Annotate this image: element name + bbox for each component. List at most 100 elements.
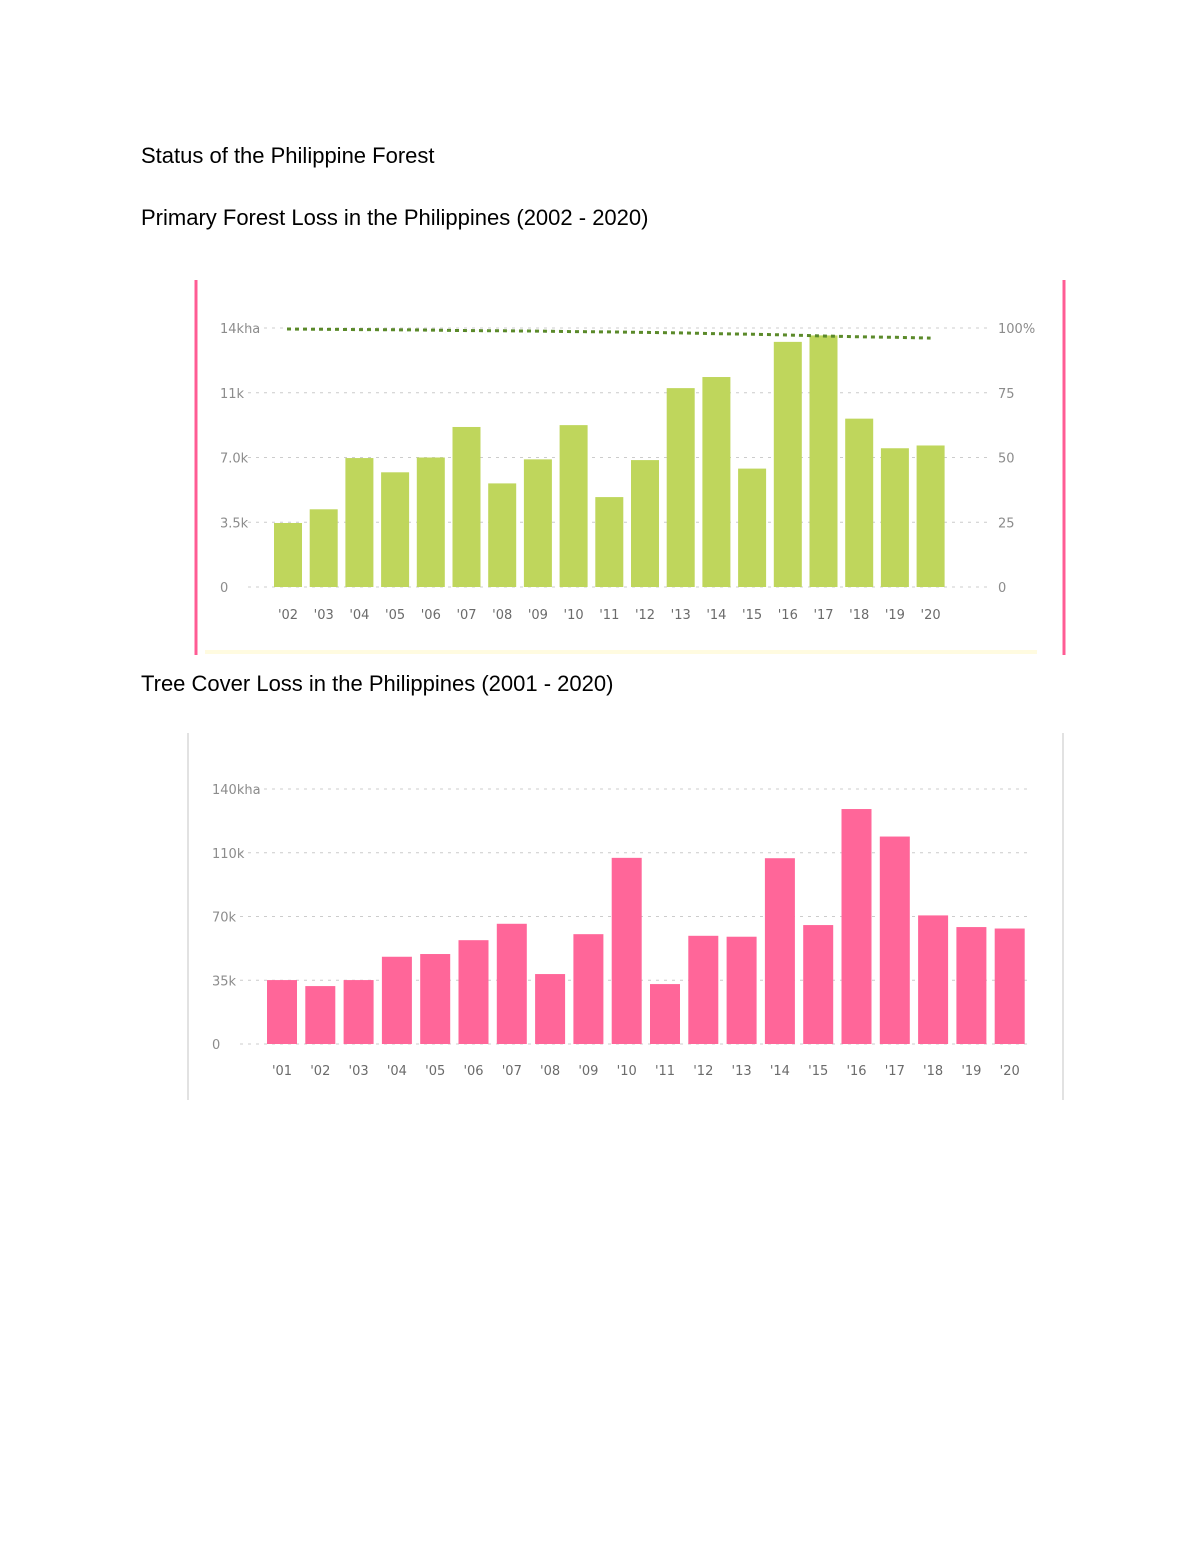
y-axis-label-right: 75 (998, 387, 1015, 402)
x-axis-label: '14 (770, 1064, 790, 1079)
bar (688, 935, 719, 1044)
bar (845, 418, 874, 587)
bar (523, 459, 552, 587)
y-axis-label-left: 110k (212, 847, 245, 862)
bar (452, 426, 481, 587)
x-axis-label: '15 (742, 608, 762, 623)
x-axis-label: '16 (778, 608, 798, 623)
tree-cover-loss-heading: Tree Cover Loss in the Philippines (2001… (141, 671, 614, 696)
bar (420, 954, 451, 1044)
y-axis-label-left: 11k (220, 387, 245, 402)
bar (666, 388, 695, 587)
bar (573, 934, 604, 1044)
x-axis-label: '01 (272, 1064, 292, 1079)
document-title: Status of the Philippine Forest (141, 143, 435, 168)
bar (559, 425, 588, 587)
x-axis-label: '12 (693, 1064, 713, 1079)
x-axis-label: '11 (599, 608, 619, 623)
x-axis-label: '15 (808, 1064, 828, 1079)
bar (305, 986, 336, 1044)
bar (345, 458, 374, 587)
x-axis-label: '11 (655, 1064, 675, 1079)
tree-cover-loss-plot: 0 35k 70k 110k 140kha '01 '02 '03 '04 '05 '06 '07 '0… (187, 733, 1064, 1100)
x-axis-label: '18 (849, 608, 869, 623)
x-axis-label: '02 (310, 1064, 330, 1079)
bar (773, 341, 802, 587)
bar (916, 445, 945, 587)
bar (595, 497, 624, 587)
x-axis-label: '09 (528, 608, 548, 623)
x-axis-label: '05 (385, 608, 405, 623)
bar (381, 956, 412, 1044)
primary-forest-loss-heading: Primary Forest Loss in the Philippines (… (141, 205, 649, 230)
bar (738, 468, 767, 587)
bar (650, 984, 680, 1044)
bar (267, 980, 297, 1044)
bar (994, 928, 1025, 1044)
bar (880, 448, 909, 587)
x-axis-label: '06 (463, 1064, 483, 1079)
x-axis-label: '04 (349, 608, 369, 623)
tree-cover-loss-chart: 0 35k 70k 110k 140kha '01 '02 '03 '04 '05 '06 '07 '0… (187, 733, 1064, 1100)
chart-footer-strip (205, 650, 1037, 654)
x-axis-label: '19 (961, 1064, 981, 1079)
y-axis-label-left: 0 (220, 581, 228, 596)
y-axis-label-left: 14kha (220, 322, 260, 337)
x-axis-label: '14 (706, 608, 726, 623)
x-axis-label: '07 (502, 1064, 522, 1079)
x-axis-label: '16 (846, 1064, 866, 1079)
bar (458, 940, 489, 1044)
x-axis-label: '10 (617, 1064, 637, 1079)
x-axis-label: '13 (732, 1064, 752, 1079)
x-axis-label: '08 (540, 1064, 560, 1079)
x-axis-label: '13 (671, 608, 691, 623)
x-axis-label: '18 (923, 1064, 943, 1079)
x-axis-label: '07 (456, 608, 476, 623)
y-axis-label-left: 140kha (212, 783, 261, 798)
x-axis-label: '06 (421, 608, 441, 623)
primary-forest-loss-chart: 0 3.5k 7.0k 11k 14kha 0 25 50 75 100% '02 '03 '04 '05… (0, 0, 1200, 700)
primary-forest-loss-plot: 0 3.5k 7.0k 11k 14kha 0 25 50 75 100% '02 '03 '04 '05… (194, 280, 1066, 655)
bar (879, 836, 910, 1044)
primary-forest-percent-line (286, 327, 931, 340)
y-axis-label-left: 35k (212, 974, 237, 989)
bar (496, 923, 527, 1044)
x-axis-label: '17 (885, 1064, 905, 1079)
x-axis-label: '05 (425, 1064, 445, 1079)
y-axis-label-right: 25 (998, 516, 1015, 531)
bar (764, 858, 795, 1044)
x-axis-label: '04 (387, 1064, 407, 1079)
bar (535, 974, 566, 1044)
bar (956, 927, 987, 1044)
bar (343, 980, 374, 1044)
y-axis-label-right: 50 (998, 452, 1015, 467)
x-axis-label: '17 (813, 608, 833, 623)
bar (726, 936, 757, 1044)
bar (809, 335, 838, 587)
x-axis-label: '08 (492, 608, 512, 623)
x-axis-label: '10 (564, 608, 584, 623)
y-axis-label-left: 3.5k (220, 516, 249, 531)
y-axis-label-left: 0 (212, 1038, 220, 1053)
y-axis-label-right: 0 (998, 581, 1006, 596)
y-axis-label-left: 7.0k (220, 452, 249, 467)
bar (381, 472, 410, 587)
bar (274, 522, 302, 587)
x-axis-label: '03 (349, 1064, 369, 1079)
x-axis-label: '03 (314, 608, 334, 623)
x-axis-label: '09 (578, 1064, 598, 1079)
bar (702, 377, 731, 587)
y-axis-label-left: 70k (212, 911, 237, 926)
bar (416, 457, 445, 587)
bar (631, 460, 659, 587)
x-axis-label: '20 (921, 608, 941, 623)
bar (309, 509, 338, 587)
bar (841, 809, 872, 1044)
x-axis-label: '20 (1000, 1064, 1020, 1079)
bar (611, 857, 642, 1044)
x-axis-label: '02 (278, 608, 298, 623)
x-axis-label: '12 (635, 608, 655, 623)
y-axis-label-right: 100% (998, 322, 1035, 337)
x-axis-label: '19 (885, 608, 905, 623)
bar (918, 915, 949, 1044)
